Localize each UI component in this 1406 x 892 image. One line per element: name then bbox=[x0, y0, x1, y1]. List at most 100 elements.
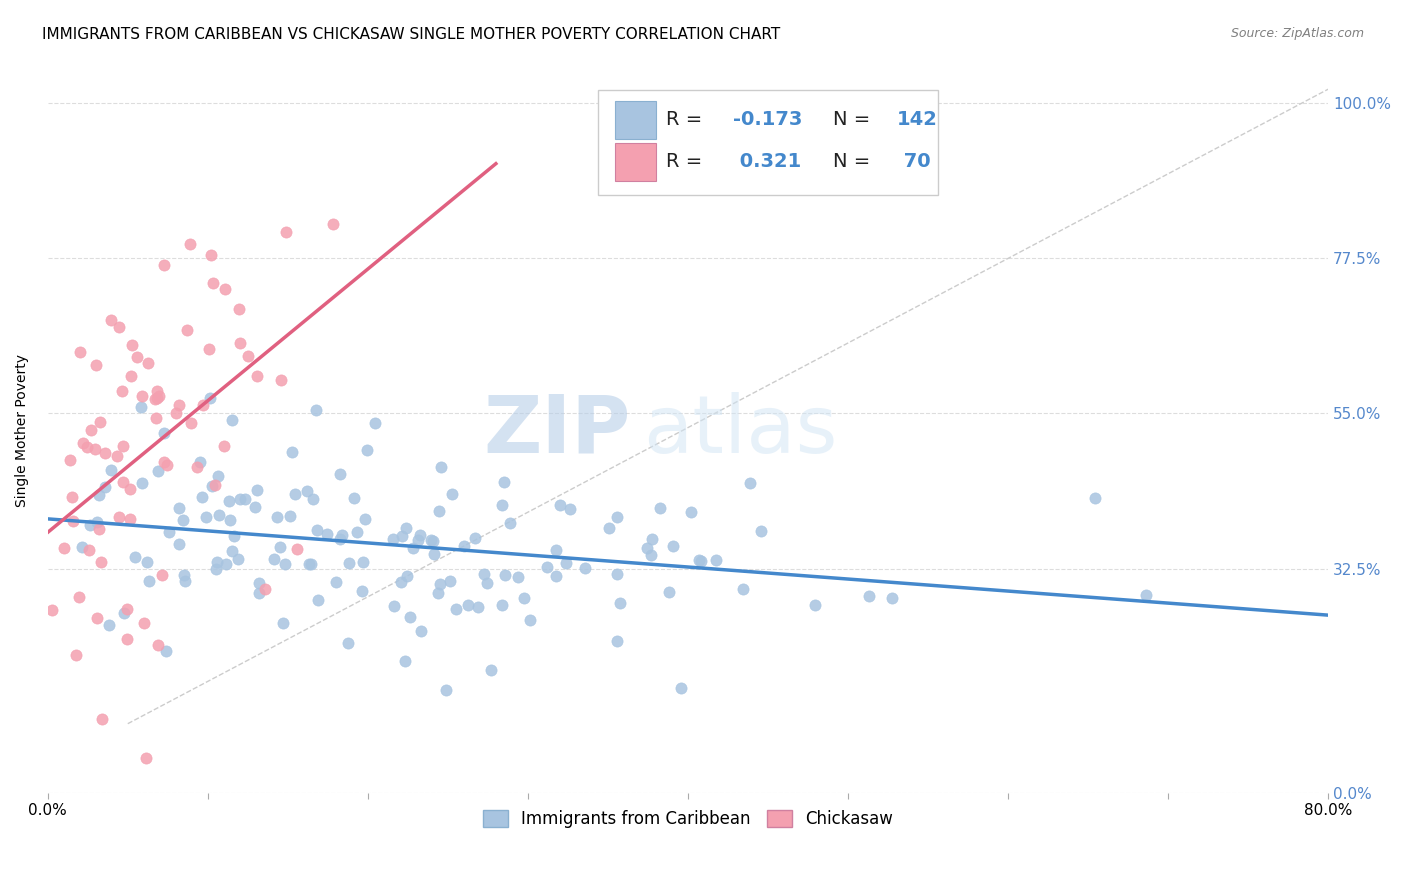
Point bbox=[329, 532, 352, 546]
Point bbox=[254, 582, 277, 597]
Point bbox=[464, 531, 486, 545]
Point bbox=[80, 424, 103, 438]
Point bbox=[222, 529, 245, 543]
Text: 70: 70 bbox=[897, 153, 931, 171]
Point bbox=[287, 541, 309, 556]
Point bbox=[453, 539, 475, 553]
Point bbox=[229, 491, 252, 506]
Point bbox=[1084, 491, 1107, 506]
Point bbox=[108, 509, 131, 524]
Point bbox=[228, 301, 250, 316]
Point bbox=[146, 464, 169, 478]
Point bbox=[479, 664, 502, 678]
Point bbox=[65, 648, 87, 663]
Text: 0.321: 0.321 bbox=[733, 153, 801, 171]
Point bbox=[554, 556, 576, 570]
Point bbox=[406, 533, 429, 547]
Point bbox=[180, 416, 202, 430]
Point bbox=[214, 282, 236, 296]
Point bbox=[472, 567, 495, 582]
Point bbox=[100, 463, 122, 477]
Point bbox=[188, 455, 211, 469]
Point bbox=[146, 638, 169, 652]
Point bbox=[430, 460, 453, 475]
Point bbox=[429, 577, 451, 591]
Point bbox=[41, 602, 63, 616]
Point bbox=[169, 537, 191, 551]
Point bbox=[427, 504, 450, 518]
Point bbox=[609, 596, 631, 610]
Point bbox=[79, 518, 101, 533]
Point bbox=[804, 598, 827, 612]
Point bbox=[354, 512, 377, 526]
Point bbox=[112, 607, 135, 621]
Point bbox=[325, 575, 347, 590]
Point bbox=[738, 475, 761, 490]
Point bbox=[658, 584, 681, 599]
Point bbox=[89, 488, 111, 502]
Point bbox=[205, 561, 228, 575]
Point bbox=[301, 491, 323, 506]
Point bbox=[112, 475, 135, 490]
Point bbox=[650, 501, 672, 516]
Point bbox=[89, 415, 111, 429]
Point bbox=[457, 598, 479, 612]
Point bbox=[207, 469, 229, 483]
Point bbox=[492, 475, 515, 489]
FancyBboxPatch shape bbox=[614, 101, 657, 139]
Point bbox=[236, 349, 259, 363]
Point bbox=[1135, 588, 1157, 602]
Point bbox=[167, 501, 190, 516]
FancyBboxPatch shape bbox=[614, 143, 657, 181]
Point bbox=[136, 355, 159, 369]
Point bbox=[194, 509, 217, 524]
Point bbox=[266, 509, 288, 524]
Point bbox=[295, 484, 318, 499]
Point bbox=[858, 589, 880, 603]
Point bbox=[671, 681, 693, 695]
Point bbox=[315, 526, 337, 541]
Point bbox=[329, 467, 352, 482]
Point bbox=[271, 616, 294, 631]
Point bbox=[67, 590, 90, 604]
Point bbox=[247, 576, 270, 591]
Point bbox=[513, 591, 536, 605]
Point bbox=[156, 458, 179, 472]
Point bbox=[120, 482, 142, 496]
Point bbox=[94, 480, 117, 494]
Point bbox=[274, 557, 297, 571]
Point bbox=[352, 555, 374, 569]
Point bbox=[221, 412, 243, 426]
Point bbox=[688, 553, 710, 567]
Point bbox=[110, 384, 132, 399]
Point bbox=[270, 373, 292, 387]
Point bbox=[467, 599, 489, 614]
Point bbox=[690, 554, 713, 568]
Point bbox=[402, 541, 425, 555]
Point bbox=[173, 568, 195, 582]
Point bbox=[207, 555, 229, 569]
Point bbox=[121, 338, 143, 352]
Point bbox=[153, 426, 176, 441]
Point bbox=[307, 523, 329, 537]
Point bbox=[550, 499, 572, 513]
Point bbox=[598, 521, 620, 535]
Point bbox=[733, 582, 755, 597]
Point bbox=[274, 225, 297, 239]
Point bbox=[219, 513, 242, 527]
Point bbox=[87, 522, 110, 536]
Point bbox=[204, 477, 226, 491]
Point bbox=[221, 544, 243, 558]
Point bbox=[100, 313, 122, 327]
Point bbox=[491, 598, 513, 612]
Text: ZIP: ZIP bbox=[484, 392, 630, 469]
Text: N =: N = bbox=[832, 153, 876, 171]
Point bbox=[420, 533, 443, 547]
Point bbox=[165, 406, 187, 420]
Point bbox=[278, 509, 301, 524]
Point bbox=[395, 521, 418, 535]
Point bbox=[441, 487, 464, 501]
Point bbox=[391, 529, 413, 543]
Point bbox=[544, 569, 567, 583]
Point bbox=[880, 591, 903, 605]
